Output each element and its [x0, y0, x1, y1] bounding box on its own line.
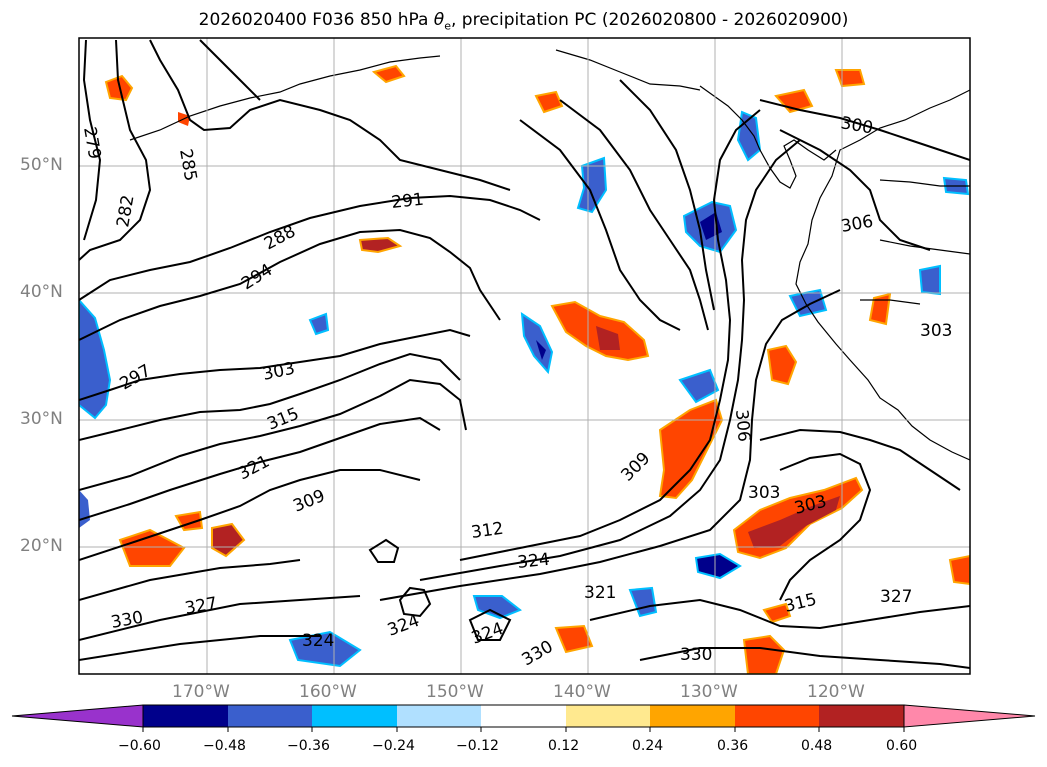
- contour-label: 324: [302, 631, 334, 651]
- lat-label-20n: 20°N: [20, 536, 63, 556]
- contour-label: 330: [680, 645, 712, 665]
- lon-label-160w: 160°W: [299, 682, 357, 702]
- colorbar-bin: [566, 705, 650, 727]
- colorbar-tick-label: 0.24: [632, 738, 664, 754]
- colorbar-tick-label: 0.48: [801, 738, 833, 754]
- contour-label: 303: [920, 321, 952, 341]
- colorbar-tick-label: 0.60: [886, 738, 918, 754]
- lat-label-50n: 50°N: [20, 155, 63, 175]
- colorbar-tick-label: 0.36: [717, 738, 749, 754]
- colorbar-bin: [143, 705, 228, 727]
- contour-label: 327: [880, 587, 912, 607]
- colorbar-bin: [312, 705, 397, 727]
- contour-label: 291: [390, 190, 424, 213]
- colorbar-bin: [481, 705, 566, 727]
- map-frame: [78, 37, 971, 675]
- colorbar-tick-label: −0.60: [118, 738, 161, 754]
- contour-label: 303: [748, 483, 780, 503]
- precipitation-shading: [79, 64, 970, 674]
- lat-label-30n: 30°N: [20, 409, 63, 429]
- contour-label: 312: [470, 519, 505, 543]
- colorbar-tick-label: 0.12: [548, 738, 580, 754]
- lon-label-170w: 170°W: [172, 682, 230, 702]
- contour-label: 306: [731, 409, 754, 443]
- lat-label-40n: 40°N: [20, 282, 63, 302]
- lon-label-140w: 140°W: [553, 682, 611, 702]
- colorbar-bin: [819, 705, 904, 727]
- colorbar-bin: [650, 705, 735, 727]
- graticule: [79, 38, 970, 674]
- colorbar-bin: [228, 705, 312, 727]
- colorbar-bin: [397, 705, 481, 727]
- contour-label: 324: [516, 550, 550, 573]
- colorbar-bin: [735, 705, 819, 727]
- colorbar: [11, 704, 1036, 732]
- colorbar-tick-label: −0.36: [287, 738, 330, 754]
- colorbar-tick-label: −0.24: [372, 738, 415, 754]
- coastline: [129, 49, 970, 461]
- colorbar-tick-label: −0.48: [203, 738, 246, 754]
- lon-label-150w: 150°W: [426, 682, 484, 702]
- lon-label-130w: 130°W: [680, 682, 738, 702]
- colorbar-tick-label: −0.12: [456, 738, 499, 754]
- lon-label-120w: 120°W: [807, 682, 865, 702]
- map-title: 2026020400 F036 850 hPa θe, precipitatio…: [198, 10, 849, 33]
- colorbar-under-extension: [11, 704, 144, 728]
- contour-label: 321: [584, 583, 616, 603]
- colorbar-over-extension: [903, 704, 1036, 728]
- theta-e-contours: [79, 39, 970, 669]
- map-plot-area: 279 282 285 288 291 294 297 303 315 321 …: [79, 38, 970, 674]
